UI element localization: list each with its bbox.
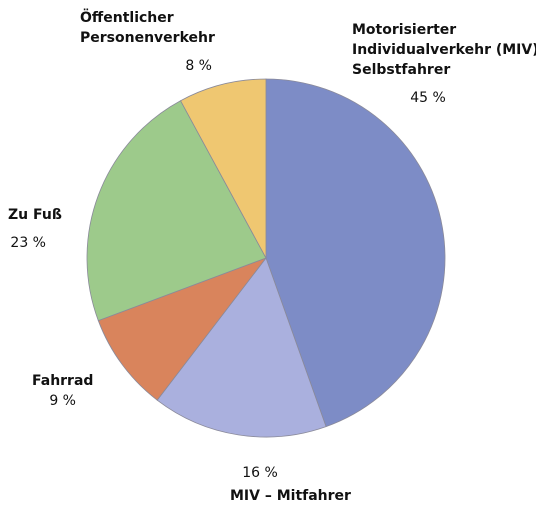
pie-slice	[265, 78, 446, 428]
pie-slice	[86, 100, 267, 322]
slice-label: Zu Fuß	[8, 207, 62, 223]
pie-slice	[97, 257, 268, 401]
value-label: 9 %	[49, 393, 76, 409]
pie-slice	[180, 78, 267, 259]
slice-label: Personenverkehr	[80, 30, 215, 46]
value-label: 8 %	[185, 58, 212, 74]
slice-label: Öffentlicher	[80, 8, 174, 26]
pie-slice	[156, 257, 327, 438]
value-label: 23 %	[10, 235, 46, 251]
slice-label: MIV – Mitfahrer	[230, 488, 351, 504]
slice-label: Motorisierter	[352, 22, 456, 38]
slice-label: Fahrrad	[32, 373, 93, 389]
value-label: 45 %	[410, 90, 446, 106]
slice-label: Individualverkehr (MIV)	[352, 42, 536, 58]
value-label: 16 %	[242, 465, 278, 481]
slice-label: Selbstfahrer	[352, 62, 450, 78]
